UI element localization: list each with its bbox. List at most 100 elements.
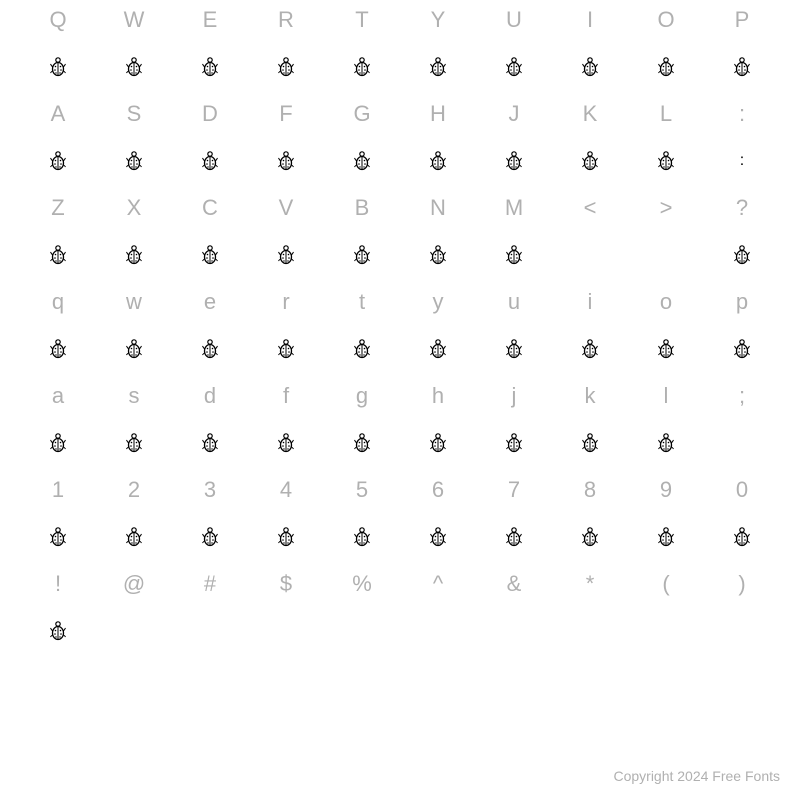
char-label: N [430,188,446,228]
beetle-icon [734,339,750,359]
char-label: 8 [584,470,596,510]
glyph-row [20,228,780,282]
beetle-icon [278,57,294,77]
beetle-icon [278,433,294,453]
glyph-beetle [50,416,66,470]
beetle-icon [50,527,66,547]
glyph-row [20,604,780,658]
beetle-icon [50,621,66,641]
char-label: V [279,188,294,228]
beetle-icon [506,57,522,77]
char-label: Y [431,0,446,40]
char-label: p [736,282,748,322]
glyph-beetle [734,228,750,282]
beetle-icon [278,245,294,265]
char-label: P [735,0,750,40]
glyph-beetle [278,134,294,188]
char-label: a [52,376,64,416]
char-label: r [282,282,289,322]
beetle-icon [126,57,142,77]
char-label: C [202,188,218,228]
glyph-beetle [658,510,674,564]
char-label: B [355,188,370,228]
glyph-beetle [126,510,142,564]
glyph-beetle [658,40,674,94]
beetle-icon [582,433,598,453]
char-label: U [506,0,522,40]
beetle-icon [506,245,522,265]
beetle-icon [354,339,370,359]
glyph-beetle [126,228,142,282]
char-label: G [353,94,370,134]
glyph-beetle [202,510,218,564]
beetle-icon [50,245,66,265]
char-label: 6 [432,470,444,510]
beetle-icon [354,245,370,265]
glyph-beetle [430,228,446,282]
char-label: w [126,282,142,322]
beetle-icon [126,339,142,359]
char-label: X [127,188,142,228]
char-label: % [352,564,372,604]
glyph-beetle [582,416,598,470]
char-label: 7 [508,470,520,510]
glyph-row [20,40,780,94]
glyph-beetle [430,134,446,188]
char-label: I [587,0,593,40]
beetle-icon [658,339,674,359]
beetle-icon [658,527,674,547]
beetle-icon [50,151,66,171]
glyph-row [20,322,780,376]
beetle-icon [506,339,522,359]
char-label: T [355,0,368,40]
glyph-row: : [20,134,780,188]
char-label-row: ASDFGHJKL: [20,94,780,134]
glyph-beetle [582,322,598,376]
glyph-beetle [126,322,142,376]
beetle-icon [278,151,294,171]
char-label: k [585,376,596,416]
beetle-icon [126,151,142,171]
char-label: R [278,0,294,40]
glyph-beetle [582,134,598,188]
char-label: 9 [660,470,672,510]
char-label: M [505,188,523,228]
char-label: & [507,564,522,604]
beetle-icon [658,57,674,77]
beetle-icon [354,433,370,453]
char-label: S [127,94,142,134]
char-label: 2 [128,470,140,510]
beetle-icon [658,433,674,453]
beetle-icon [582,151,598,171]
char-label: < [584,188,597,228]
beetle-icon [126,433,142,453]
glyph-beetle [658,322,674,376]
char-label: O [657,0,674,40]
glyph-beetle [126,40,142,94]
char-label-row: 1234567890 [20,470,780,510]
char-label: q [52,282,64,322]
glyph-beetle [354,134,370,188]
char-label: ) [738,564,745,604]
glyph-beetle [278,416,294,470]
glyph-beetle [50,228,66,282]
char-label: F [279,94,292,134]
glyph-beetle [278,322,294,376]
glyph-beetle [126,134,142,188]
glyph-beetle [354,416,370,470]
glyph-beetle [506,416,522,470]
glyph-beetle [582,40,598,94]
char-label: 0 [736,470,748,510]
glyph-beetle [278,40,294,94]
char-label: K [583,94,598,134]
char-label-row: !@#$%^&*() [20,564,780,604]
char-label: ! [55,564,61,604]
char-label: # [204,564,216,604]
char-label: y [433,282,444,322]
char-label: @ [123,564,145,604]
beetle-icon [734,527,750,547]
glyph-beetle [202,322,218,376]
char-label: ? [736,188,748,228]
char-label-row: QWERTYUIOP [20,0,780,40]
beetle-icon [50,433,66,453]
